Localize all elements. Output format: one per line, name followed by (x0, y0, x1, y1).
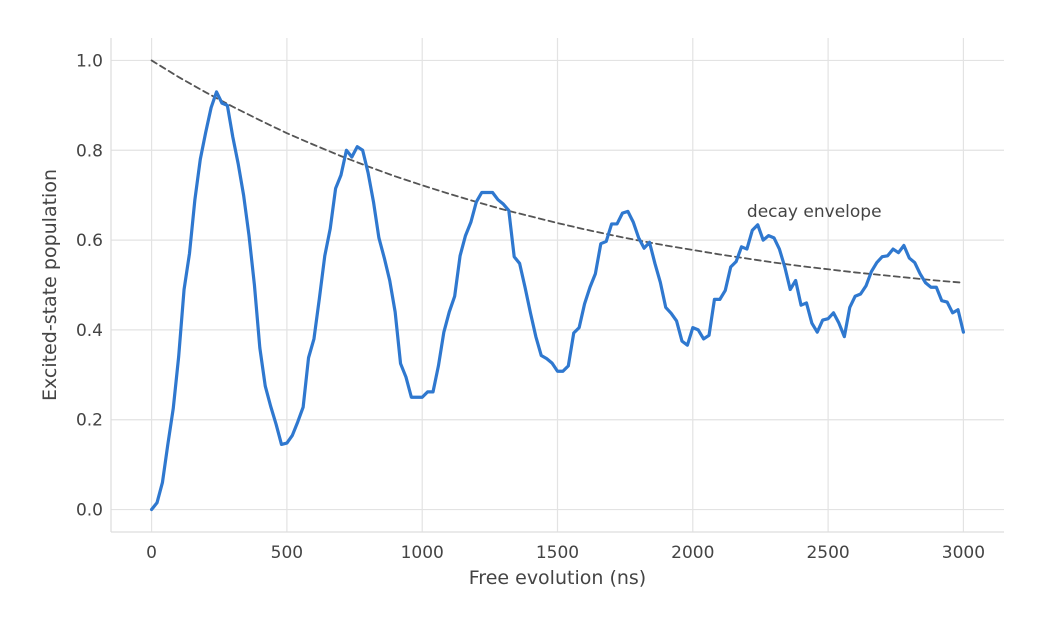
x-tick-label: 500 (271, 543, 303, 563)
y-tick-label: 0.8 (76, 141, 103, 161)
x-tick-label: 1500 (536, 543, 579, 563)
x-tick-label: 3000 (942, 543, 985, 563)
x-tick-label: 1000 (401, 543, 444, 563)
envelope-line (150, 59, 965, 284)
y-axis-label: Excited-state population (39, 169, 61, 401)
y-tick-label: 0.6 (76, 231, 103, 251)
y-tick-label: 0.4 (76, 321, 103, 341)
y-tick-label: 0.0 (76, 501, 103, 521)
x-tick-label: 2000 (671, 543, 714, 563)
annotation-decay-envelope: decay envelope (747, 202, 882, 222)
x-axis-label: Free evolution (ns) (469, 567, 646, 589)
x-tick-label: 0 (146, 543, 157, 563)
y-tick-label: 1.0 (76, 51, 103, 71)
axes (110, 38, 1004, 533)
grid (111, 38, 1004, 532)
x-tick-label: 2500 (806, 543, 849, 563)
series-layer (149, 59, 966, 512)
population-line (149, 90, 966, 512)
y-tick-label: 0.2 (76, 411, 103, 431)
tick-labels: 0 500 1000 1500 2000 2500 3000 0.0 0.2 0.4 0.6 0.8 1… (76, 51, 985, 563)
